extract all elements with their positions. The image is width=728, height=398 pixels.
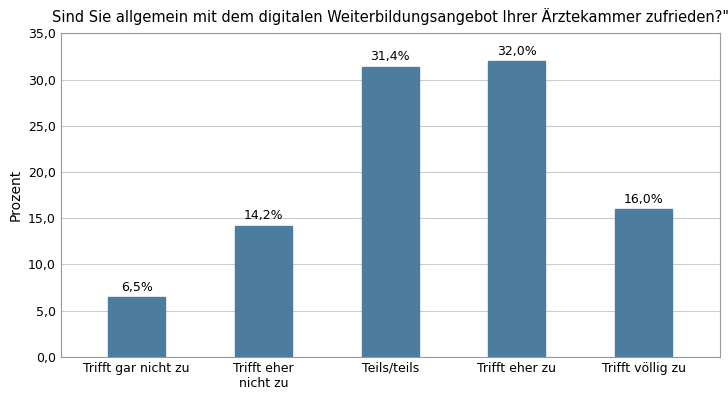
Text: 14,2%: 14,2% xyxy=(244,209,283,222)
Text: 6,5%: 6,5% xyxy=(121,281,153,293)
Text: 16,0%: 16,0% xyxy=(624,193,663,206)
Title: Sind Sie allgemein mit dem digitalen Weiterbildungsangebot Ihrer Ärztekammer zuf: Sind Sie allgemein mit dem digitalen Wei… xyxy=(52,8,728,25)
Bar xyxy=(235,226,292,357)
Bar xyxy=(615,209,672,357)
Bar xyxy=(488,61,545,357)
Y-axis label: Prozent: Prozent xyxy=(8,169,23,221)
Text: 31,4%: 31,4% xyxy=(371,51,410,64)
Bar xyxy=(108,297,165,357)
Text: 32,0%: 32,0% xyxy=(497,45,537,58)
Bar xyxy=(362,67,419,357)
